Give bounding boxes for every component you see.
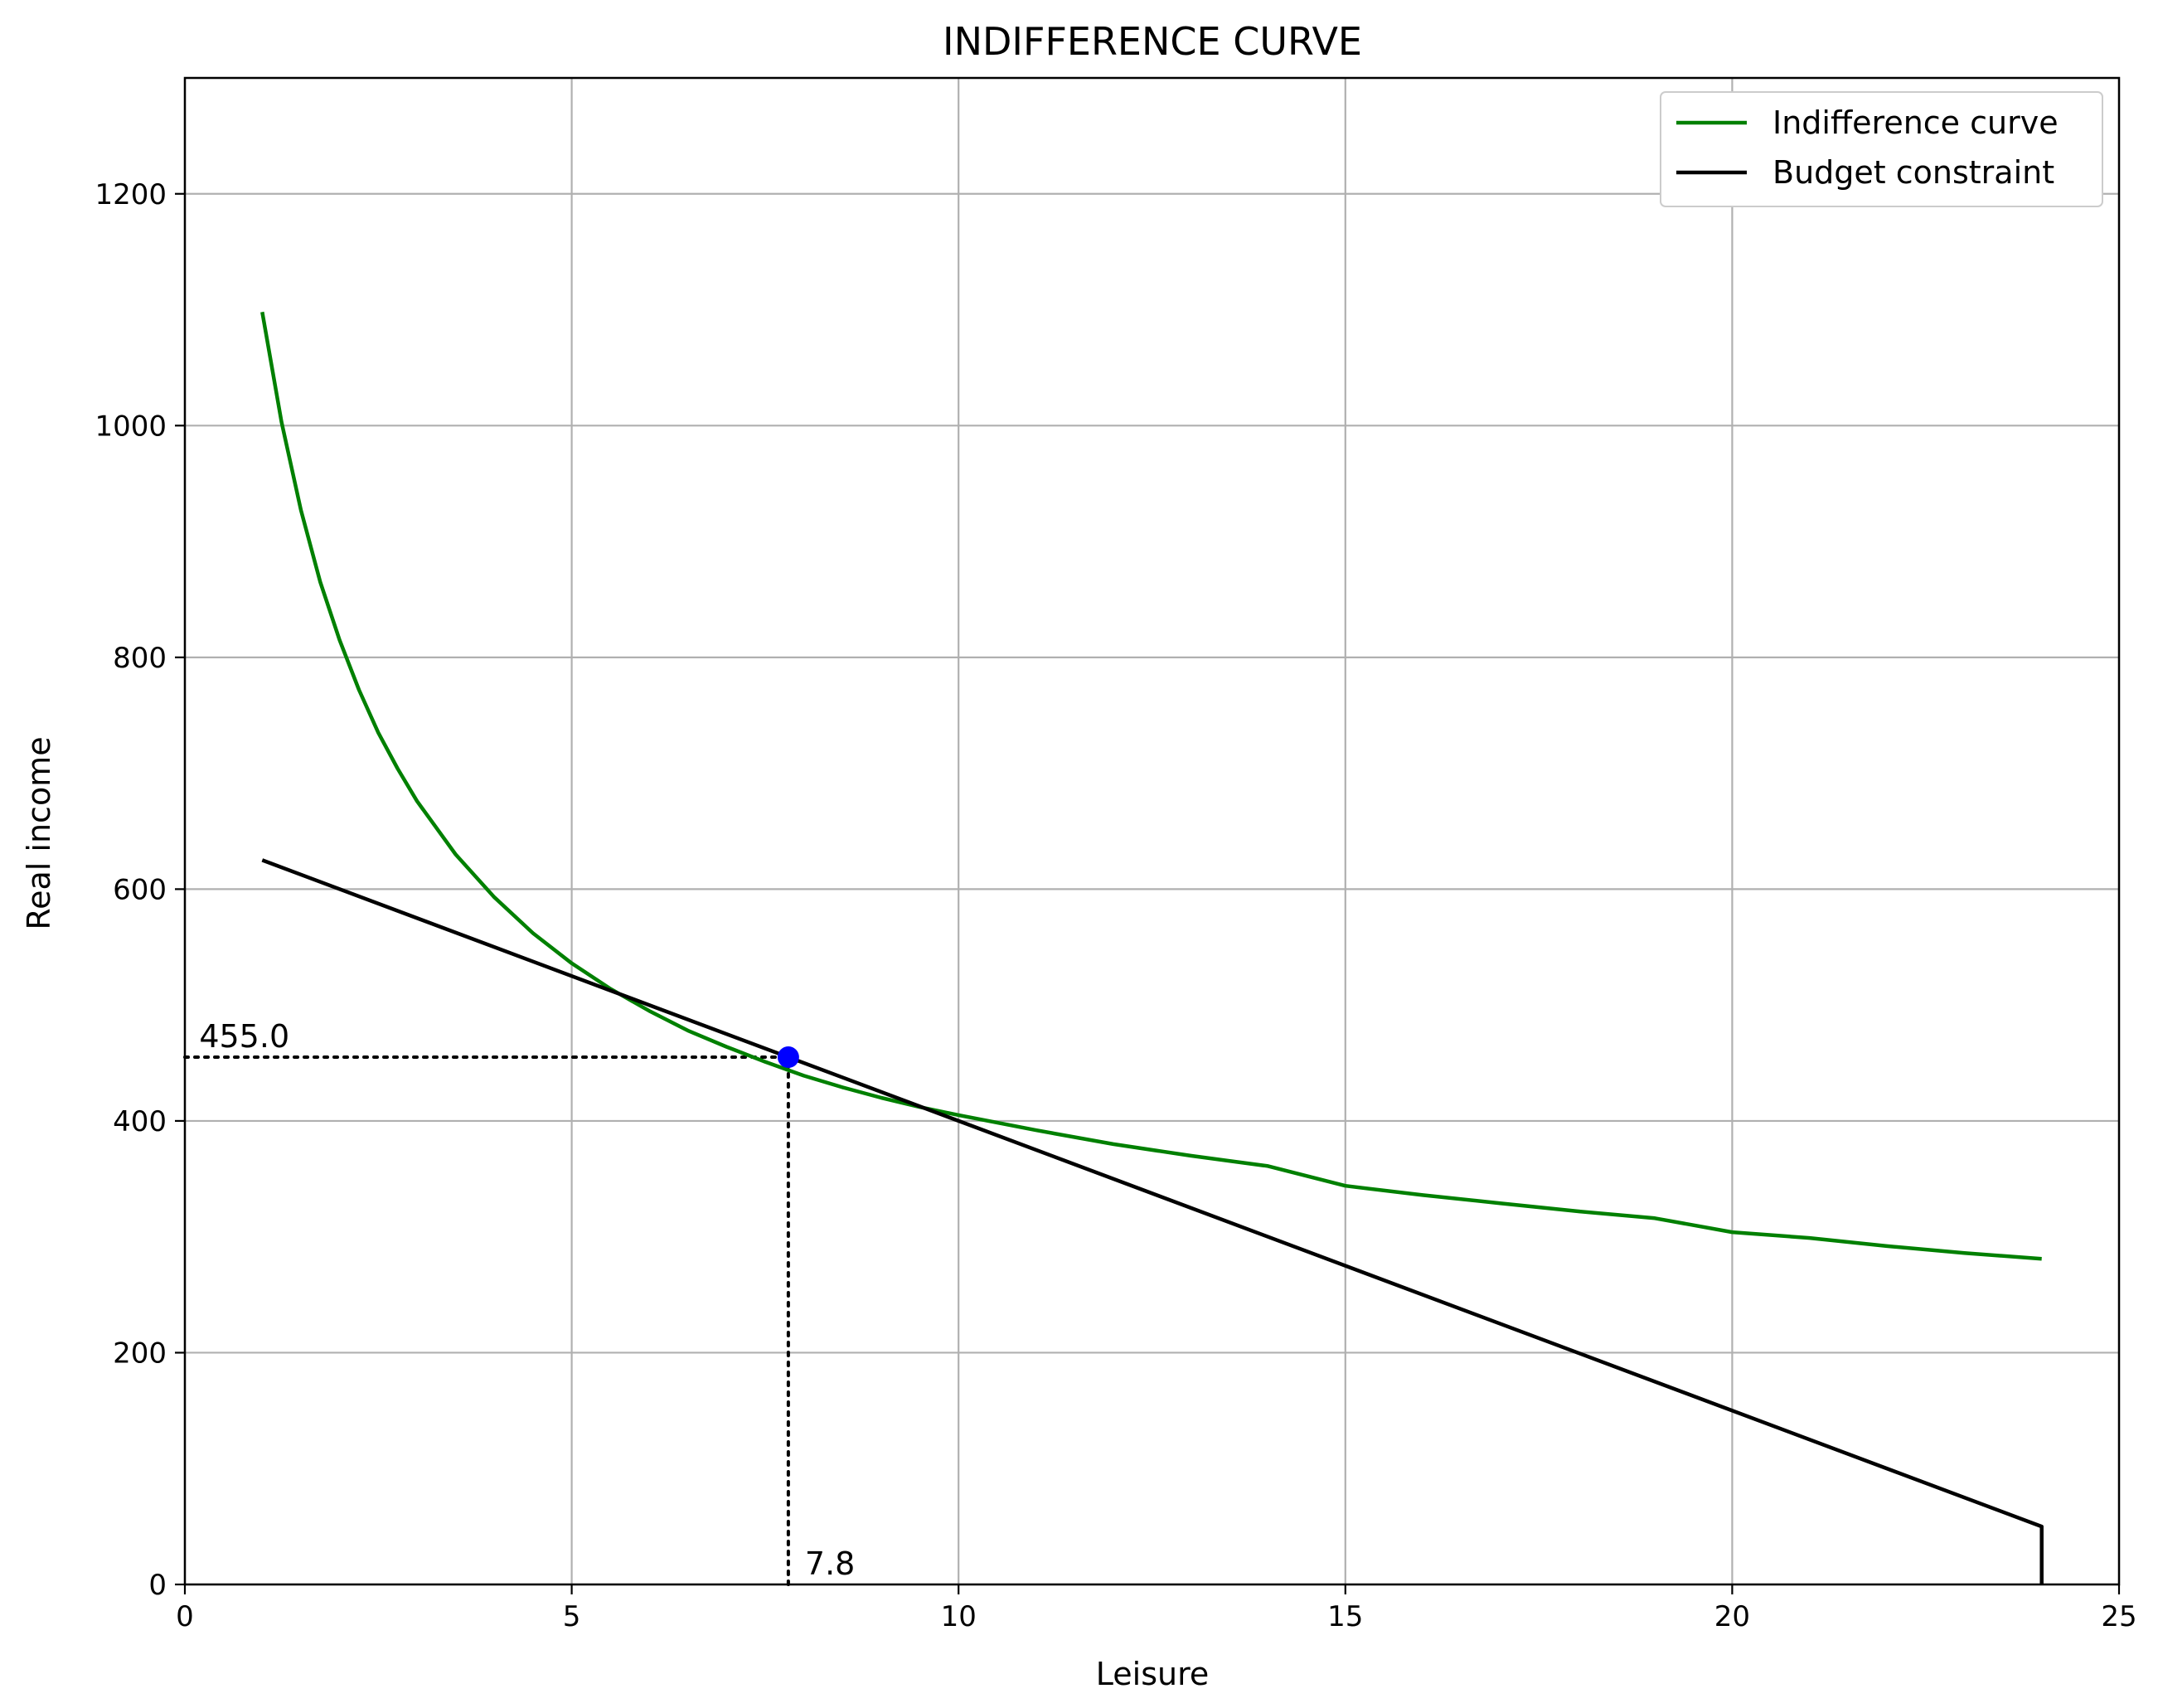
y-tick-label: 1200 — [95, 178, 167, 211]
tick-layer: 0 5 10 15 20 25 0 200 400 600 800 1000 1200 — [95, 178, 2136, 1633]
y-tick-label: 1000 — [95, 410, 167, 443]
annotation-x-value: 7.8 — [805, 1545, 855, 1582]
y-tick-label: 800 — [113, 642, 167, 675]
x-tick-label: 20 — [1714, 1600, 1750, 1633]
plot-frame — [183, 76, 2121, 1586]
y-tick-label: 200 — [113, 1337, 167, 1370]
x-tick-label: 15 — [1327, 1600, 1363, 1633]
x-tick-label: 25 — [2101, 1600, 2136, 1633]
annotation-y-value: 455.0 — [199, 1018, 289, 1055]
y-tick-label: 0 — [148, 1569, 167, 1602]
legend: Indifference curve Budget constraint — [1660, 91, 2103, 207]
chart-title: INDIFFERENCE CURVE — [943, 19, 1362, 64]
legend-label-budget-constraint: Budget constraint — [1772, 154, 2054, 191]
x-tick-label: 10 — [941, 1600, 977, 1633]
x-tick-label: 5 — [563, 1600, 581, 1633]
y-tick-label: 600 — [113, 873, 167, 906]
legend-label-indifference-curve: Indifference curve — [1772, 104, 2059, 141]
reference-lines-layer — [183, 1055, 790, 1586]
indifference-curve-line — [260, 311, 2042, 1261]
y-tick-label: 400 — [113, 1105, 167, 1138]
point-layer — [777, 1046, 799, 1069]
budget-constraint-line — [261, 858, 2044, 1584]
legend-box — [1660, 91, 2103, 207]
optimum-point — [777, 1046, 799, 1069]
x-tick-label: 0 — [176, 1600, 194, 1633]
series-layer — [260, 311, 2044, 1584]
annotation-layer: 455.0 7.8 — [199, 1018, 855, 1582]
x-axis-label: Leisure — [1096, 1656, 1210, 1692]
y-axis-label: Real income — [21, 736, 57, 929]
